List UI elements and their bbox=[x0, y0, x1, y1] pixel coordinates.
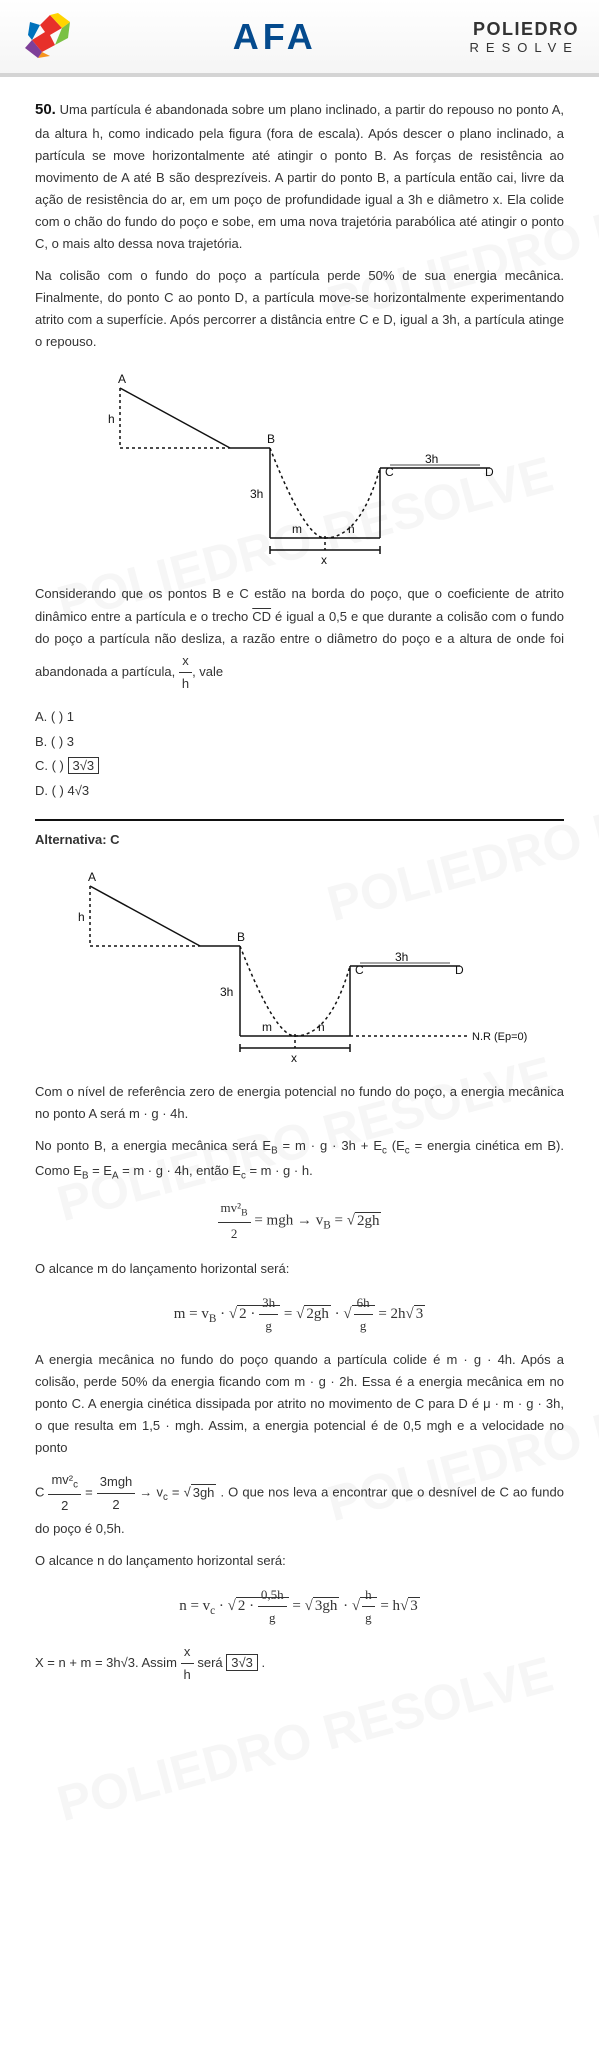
answer-label: Alternativa: C bbox=[35, 829, 564, 851]
equation-4: n = vc · √2 · 0,5hg = √3gh · √hg = h√3 bbox=[35, 1584, 564, 1629]
figure-2: A h B 3h C D 3h m n x N.R (Ep=0) bbox=[70, 866, 530, 1066]
sol-p6: O alcance n do lançamento horizontal ser… bbox=[35, 1550, 564, 1572]
label-m: m bbox=[292, 522, 302, 536]
p3-c: , vale bbox=[192, 664, 223, 679]
divider bbox=[35, 819, 564, 821]
svg-text:B: B bbox=[237, 930, 245, 944]
final-answer-box: 3√3 bbox=[226, 1654, 258, 1671]
sol-p5: C mv²c2 = 3mgh2 → vc = √3gh . O que nos … bbox=[35, 1469, 564, 1539]
sol-p4: A energia mecânica no fundo do poço quan… bbox=[35, 1349, 564, 1459]
svg-text:D: D bbox=[455, 963, 464, 977]
label-nr: N.R (Ep=0) bbox=[472, 1031, 527, 1043]
brand-line2: RESOLVE bbox=[470, 40, 579, 55]
segment-cd: CD bbox=[252, 609, 271, 624]
question-content: POLIEDRO RESOLVE POLIEDRO RESOLVE POLIED… bbox=[0, 77, 599, 1716]
sol-p2: No ponto B, a energia mecânica será EB =… bbox=[35, 1135, 564, 1185]
figure-1: A h B 3h C D 3h m n x bbox=[100, 368, 500, 568]
equation-1: mv²B2 = mgh → vB = √2gh bbox=[35, 1197, 564, 1245]
brand-block: POLIEDRO RESOLVE bbox=[470, 19, 579, 55]
equation-2: m = vB · √2 · 3hg = √2gh · √6hg = 2h√3 bbox=[35, 1292, 564, 1337]
question-para-1: 50. Uma partícula é abandonada sobre um … bbox=[35, 97, 564, 255]
exam-title: AFA bbox=[233, 16, 317, 58]
question-text-1: Uma partícula é abandonada sobre um plan… bbox=[35, 102, 564, 251]
label-h: h bbox=[108, 412, 115, 426]
svg-text:x: x bbox=[291, 1051, 297, 1065]
label-3h-top: 3h bbox=[425, 452, 438, 466]
logo-puzzle-icon bbox=[20, 10, 80, 63]
page-header: AFA POLIEDRO RESOLVE bbox=[0, 0, 599, 77]
brand-line1: POLIEDRO bbox=[470, 19, 579, 40]
svg-text:3h: 3h bbox=[395, 950, 408, 964]
label-x: x bbox=[321, 553, 327, 567]
option-b: B. ( ) 3 bbox=[35, 730, 564, 755]
option-d: D. ( ) 4√3 bbox=[35, 779, 564, 804]
frac-x-h: xh bbox=[179, 650, 192, 695]
option-c: C. ( ) 3√3 bbox=[35, 754, 564, 779]
svg-text:C: C bbox=[355, 963, 364, 977]
sol-p1: Com o nível de referência zero de energi… bbox=[35, 1081, 564, 1125]
option-c-box: 3√3 bbox=[68, 757, 100, 774]
label-3h: 3h bbox=[250, 487, 263, 501]
question-para-2: Na colisão com o fundo do poço a partícu… bbox=[35, 265, 564, 353]
label-D: D bbox=[485, 465, 494, 479]
svg-text:A: A bbox=[88, 870, 96, 884]
label-B: B bbox=[267, 432, 275, 446]
label-n: n bbox=[348, 522, 355, 536]
svg-text:h: h bbox=[78, 910, 85, 924]
sol-p7: X = n + m = 3h√3. Assim xh será 3√3 . bbox=[35, 1641, 564, 1686]
label-A: A bbox=[118, 372, 126, 386]
option-a: A. ( ) 1 bbox=[35, 705, 564, 730]
svg-text:3h: 3h bbox=[220, 985, 233, 999]
question-para-3: Considerando que os pontos B e C estão n… bbox=[35, 583, 564, 694]
question-number: 50. bbox=[35, 101, 56, 118]
options-list: A. ( ) 1 B. ( ) 3 C. ( ) 3√3 D. ( ) 4√3 bbox=[35, 705, 564, 804]
svg-text:m: m bbox=[262, 1020, 272, 1034]
svg-text:n: n bbox=[318, 1020, 325, 1034]
label-C: C bbox=[385, 465, 394, 479]
sol-p3: O alcance m do lançamento horizontal ser… bbox=[35, 1258, 564, 1280]
